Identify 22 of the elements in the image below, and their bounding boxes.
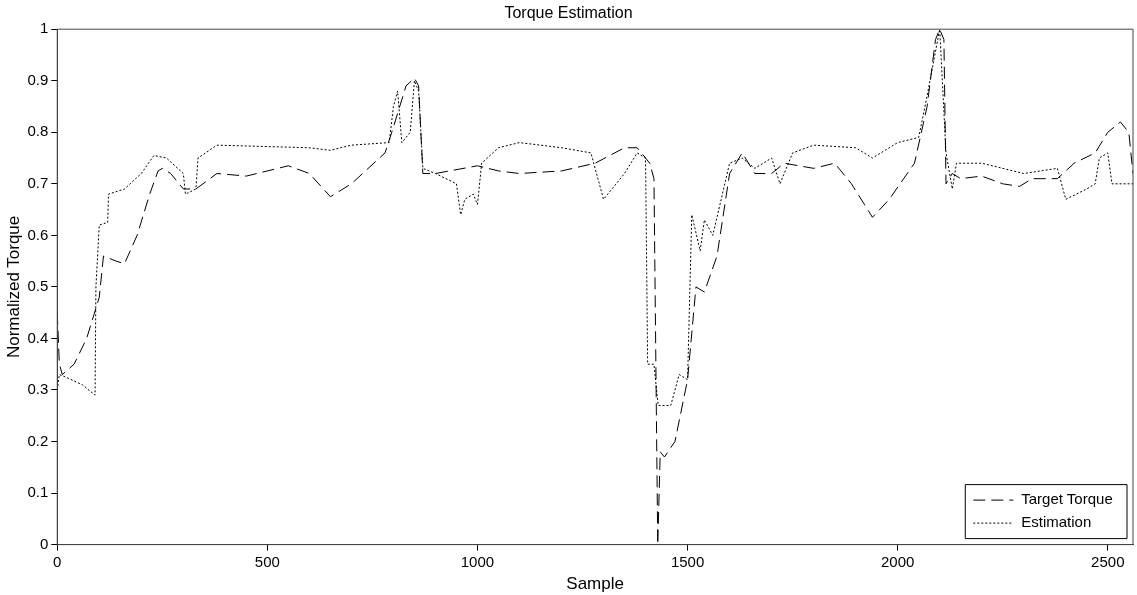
- y-tick-label: 0.6: [27, 225, 49, 243]
- legend-label: Estimation: [1021, 513, 1092, 531]
- y-tick-label: 1: [39, 19, 49, 37]
- y-tick-label: 0.8: [27, 122, 49, 140]
- x-tick-label: 500: [254, 552, 280, 570]
- y-tick-label: 0.3: [27, 380, 49, 398]
- x-tick-label: 1000: [460, 552, 495, 570]
- y-tick-label: 0.5: [27, 277, 49, 295]
- x-tick-label: 0: [53, 552, 62, 570]
- y-tick-label: 0.2: [27, 431, 49, 449]
- y-tick-label: 0.7: [27, 173, 49, 191]
- x-tick-label: 2000: [880, 552, 915, 570]
- x-axis-title: Sample: [566, 574, 624, 594]
- legend-label: Target Torque: [1021, 490, 1113, 508]
- y-axis-title: Normalized Torque: [3, 215, 23, 359]
- y-tick-label: 0.9: [27, 70, 49, 88]
- x-tick-label: 2500: [1091, 552, 1125, 570]
- y-tick-label: 0.1: [27, 483, 49, 501]
- chart-title: Torque Estimation: [504, 4, 633, 22]
- y-tick-label: 0.4: [27, 328, 49, 346]
- y-tick-label: 0: [39, 534, 49, 552]
- x-tick-label: 1500: [670, 552, 705, 570]
